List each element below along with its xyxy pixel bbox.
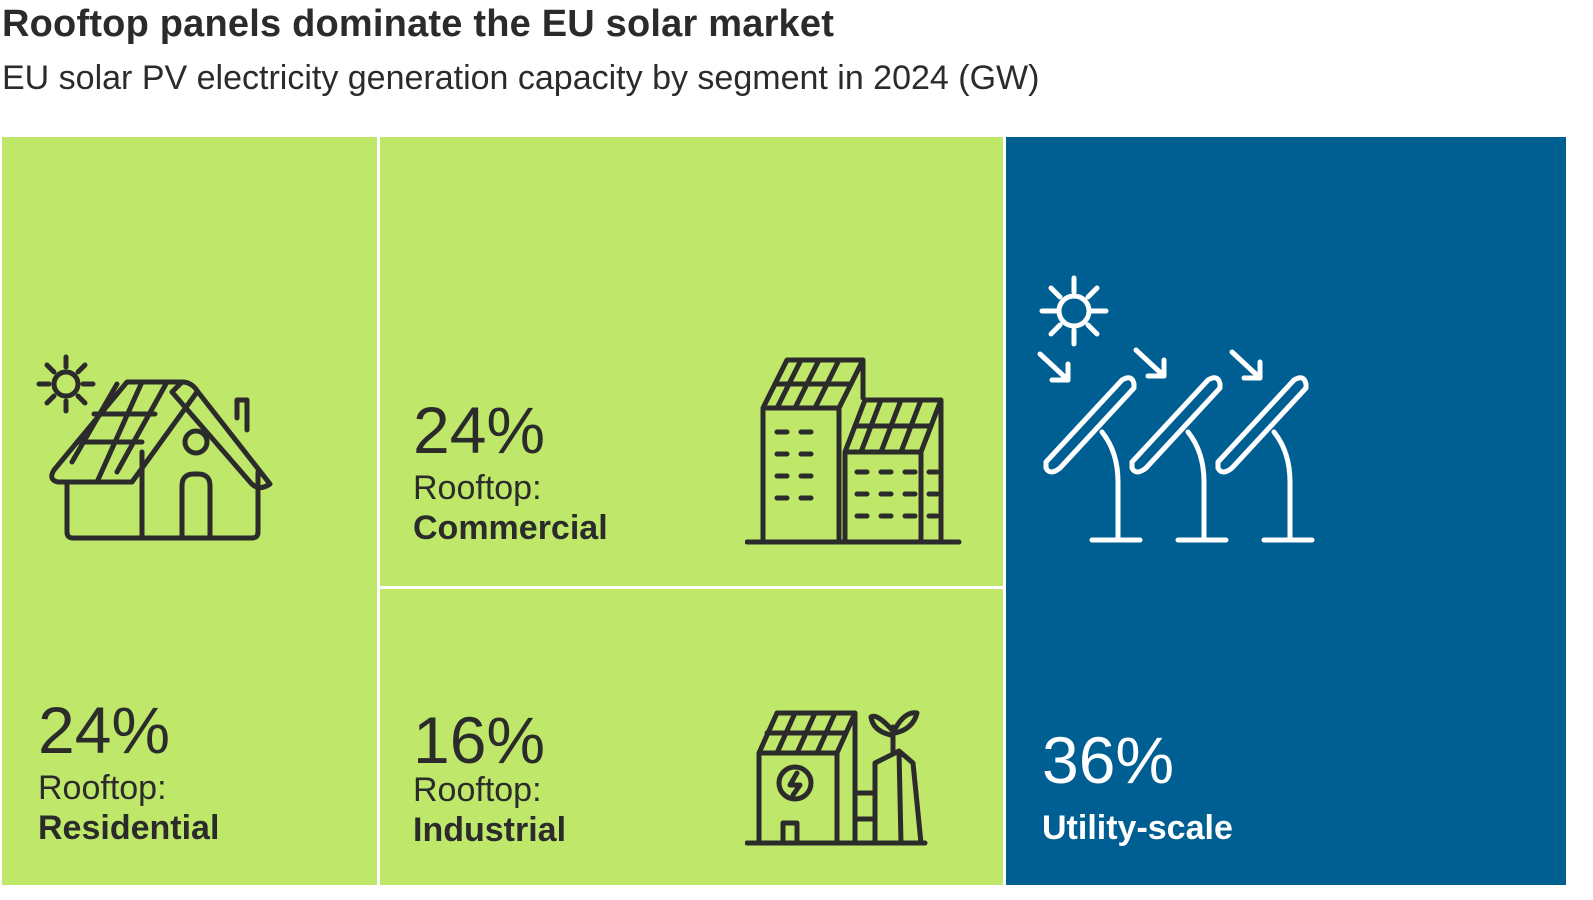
value-label-commercial: 24% bbox=[413, 393, 546, 467]
tile-commercial: 24% Rooftop: Commercial bbox=[380, 137, 1003, 586]
group-label-industrial: Rooftop: bbox=[413, 771, 542, 809]
segment-name-industrial: Industrial bbox=[413, 811, 567, 849]
segment-name-utility: Utility-scale bbox=[1042, 809, 1233, 847]
segment-name-commercial: Commercial bbox=[413, 509, 608, 547]
tile-residential: 24% Rooftop: Residential bbox=[2, 137, 377, 885]
segment-name-residential: Residential bbox=[38, 809, 220, 847]
solar-farm-icon bbox=[1036, 272, 1326, 552]
value-label-residential: 24% bbox=[38, 693, 171, 767]
tile-industrial: 16% Rooftop: Industrial bbox=[380, 589, 1003, 885]
commercial-buildings-solar-icon bbox=[744, 352, 965, 552]
chart-subtitle: EU solar PV electricity generation capac… bbox=[2, 59, 1040, 97]
value-label-industrial: 16% bbox=[413, 703, 546, 777]
group-label-residential: Rooftop: bbox=[38, 769, 167, 807]
chart-title: Rooftop panels dominate the EU solar mar… bbox=[2, 3, 835, 45]
industrial-plant-solar-icon bbox=[744, 707, 935, 854]
value-label-utility: 36% bbox=[1042, 723, 1175, 797]
tile-utility: 36% Utility-scale bbox=[1006, 137, 1566, 885]
house-solar-icon bbox=[32, 352, 292, 557]
group-label-commercial: Rooftop: bbox=[413, 469, 542, 507]
